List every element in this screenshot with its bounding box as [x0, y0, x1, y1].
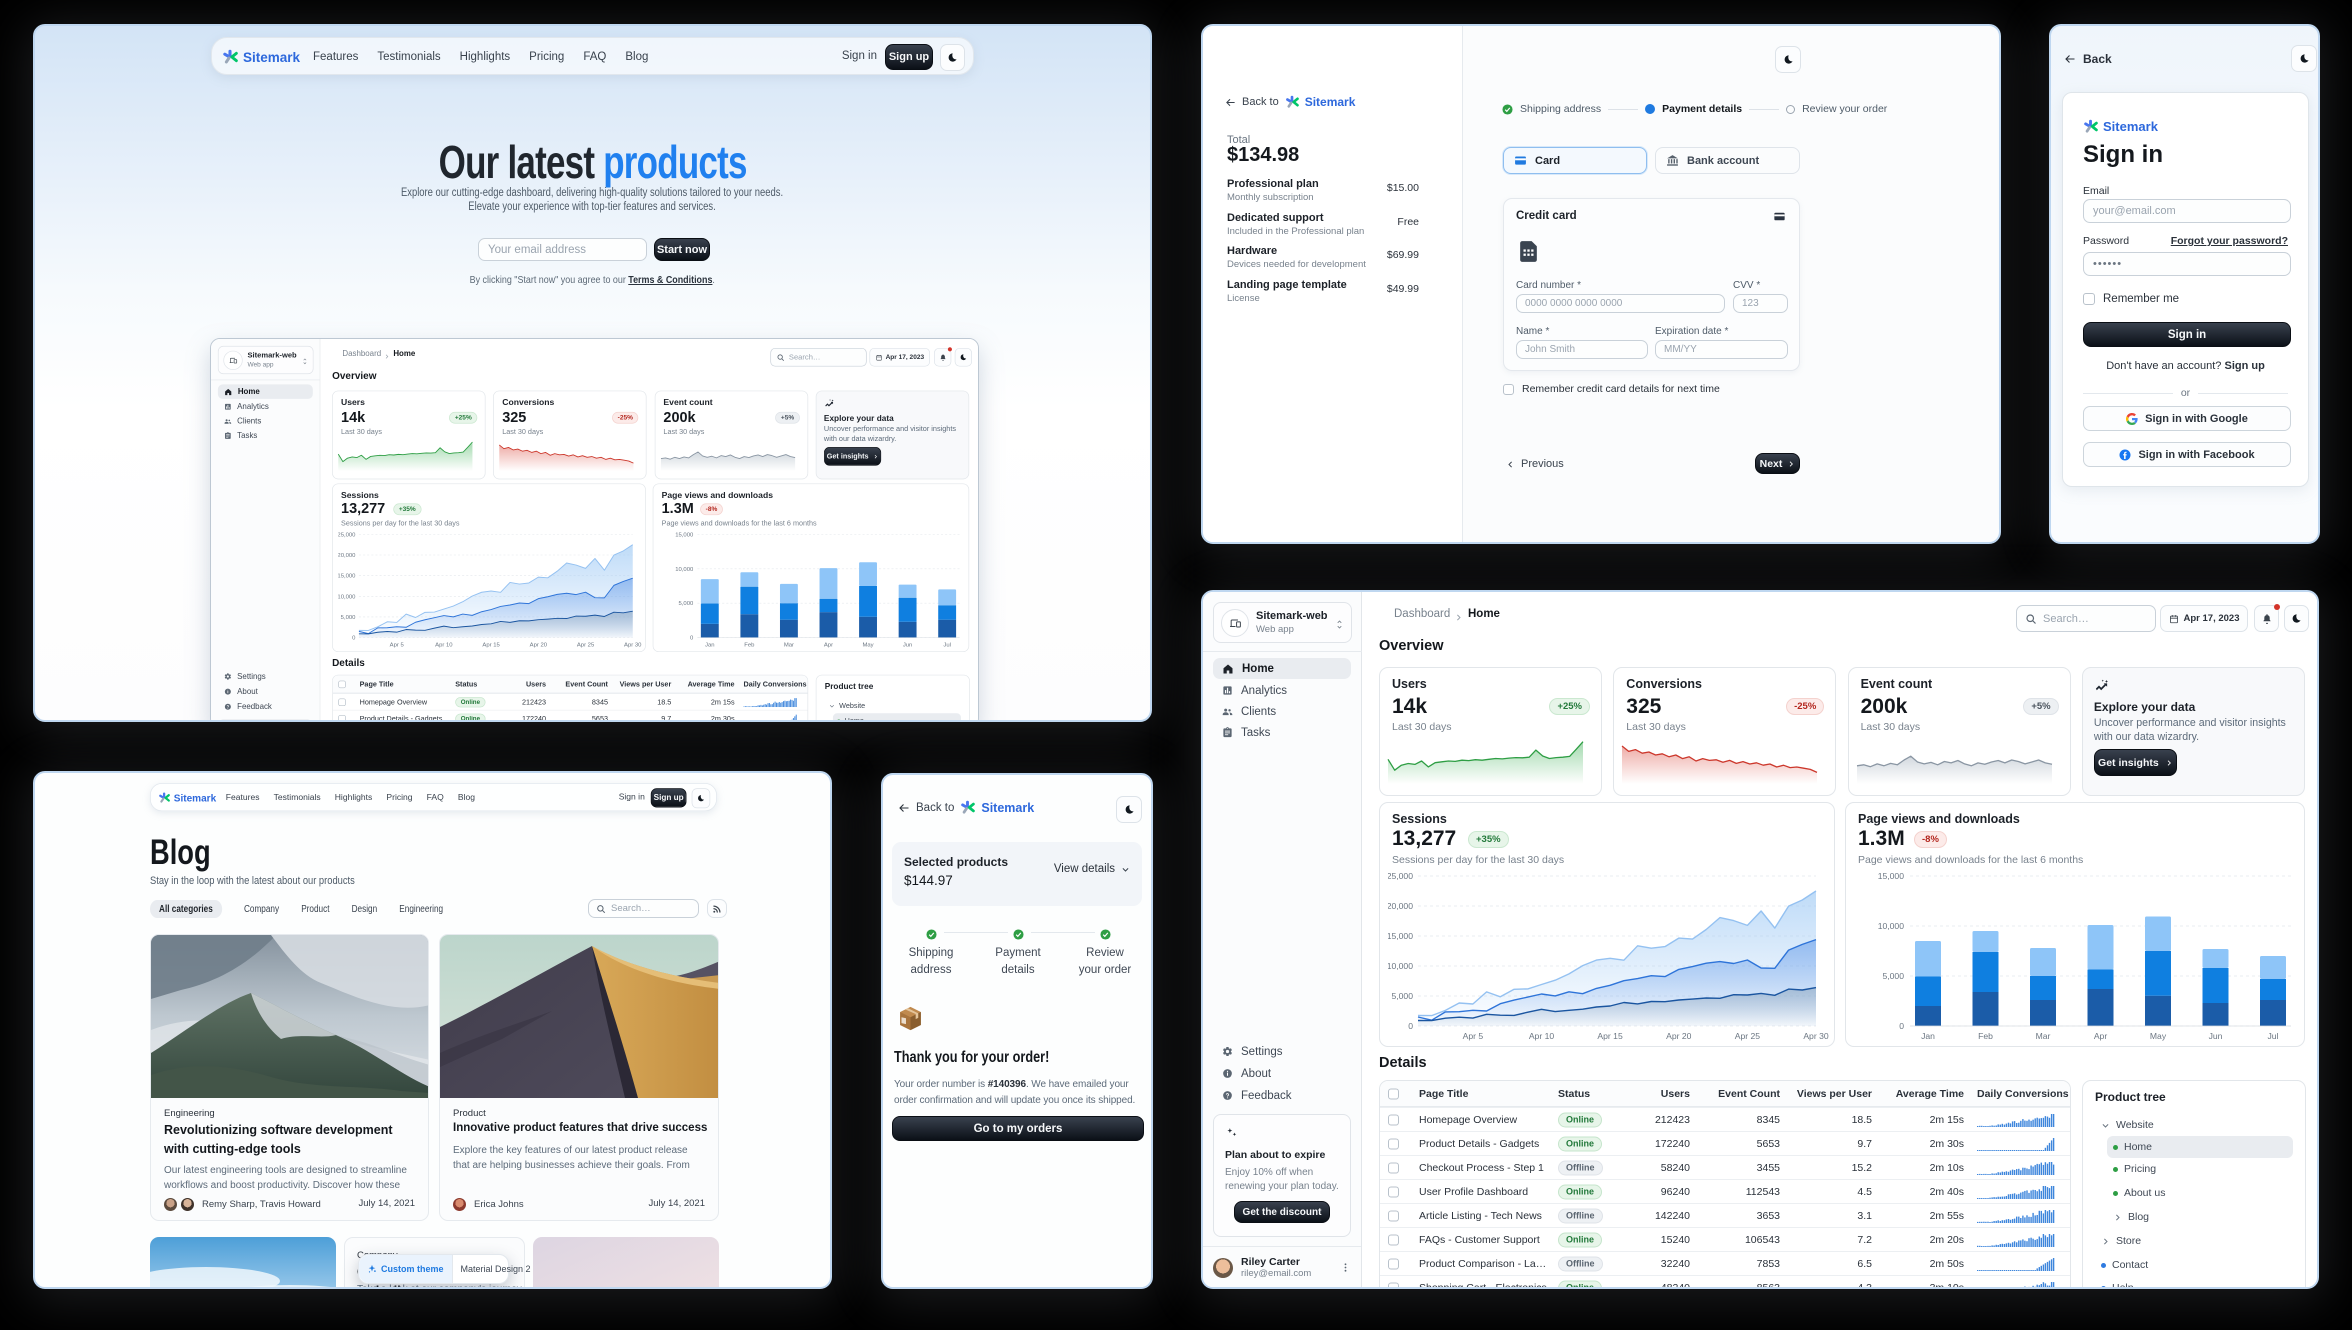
svg-text:15,000: 15,000: [675, 532, 694, 538]
svg-text:Apr 25: Apr 25: [577, 643, 595, 648]
svg-text:Mar: Mar: [2036, 1031, 2051, 1041]
svg-text:Apr 30: Apr 30: [624, 643, 642, 648]
svg-text:Apr 15: Apr 15: [482, 643, 500, 648]
svg-text:May: May: [2150, 1031, 2167, 1041]
svg-text:Apr 15: Apr 15: [1597, 1031, 1623, 1041]
svg-text:Apr 5: Apr 5: [1463, 1031, 1484, 1041]
svg-text:5,000: 5,000: [1882, 971, 1904, 981]
svg-text:Apr 25: Apr 25: [1735, 1031, 1761, 1041]
svg-text:5,000: 5,000: [341, 615, 356, 621]
svg-text:Apr: Apr: [2094, 1031, 2108, 1041]
svg-text:20,000: 20,000: [338, 553, 356, 559]
svg-text:0: 0: [352, 636, 356, 642]
svg-text:Feb: Feb: [1978, 1031, 1993, 1041]
svg-text:Mar: Mar: [784, 643, 794, 648]
svg-text:Apr 30: Apr 30: [1803, 1031, 1829, 1041]
svg-text:5,000: 5,000: [679, 601, 694, 607]
svg-text:Apr 10: Apr 10: [1529, 1031, 1555, 1041]
svg-text:Apr: Apr: [824, 643, 833, 648]
svg-text:Jan: Jan: [705, 643, 715, 648]
svg-text:Apr 20: Apr 20: [1666, 1031, 1692, 1041]
svg-text:10,000: 10,000: [675, 567, 694, 573]
svg-text:Jul: Jul: [2268, 1031, 2279, 1041]
svg-text:15,000: 15,000: [338, 574, 356, 580]
svg-text:May: May: [862, 643, 873, 648]
svg-text:20,000: 20,000: [1388, 901, 1413, 911]
svg-text:0: 0: [1408, 1021, 1413, 1031]
svg-text:0: 0: [690, 636, 694, 642]
svg-text:10,000: 10,000: [1388, 961, 1413, 971]
svg-text:25,000: 25,000: [1388, 871, 1413, 881]
svg-text:0: 0: [1899, 1021, 1904, 1031]
svg-text:10,000: 10,000: [1878, 921, 1905, 931]
svg-text:Jun: Jun: [2209, 1031, 2223, 1041]
svg-text:Apr 5: Apr 5: [390, 643, 405, 648]
svg-text:25,000: 25,000: [338, 532, 356, 538]
svg-text:10,000: 10,000: [338, 594, 356, 600]
svg-text:5,000: 5,000: [1391, 991, 1413, 1001]
svg-text:Jun: Jun: [903, 643, 913, 648]
svg-text:Apr 10: Apr 10: [435, 643, 453, 648]
svg-text:15,000: 15,000: [1388, 931, 1413, 941]
svg-text:Feb: Feb: [744, 643, 755, 648]
svg-text:Jul: Jul: [943, 643, 951, 648]
svg-text:Apr 20: Apr 20: [530, 643, 548, 648]
svg-text:15,000: 15,000: [1878, 871, 1905, 881]
svg-text:Jan: Jan: [1921, 1031, 1935, 1041]
